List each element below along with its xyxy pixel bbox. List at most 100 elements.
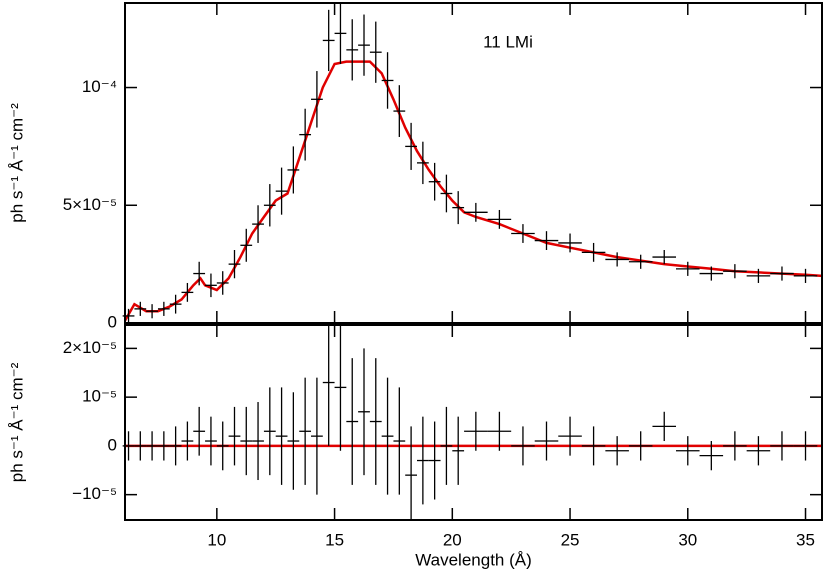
data-point [676,436,700,466]
data-point [134,431,147,461]
data-point [699,441,724,471]
data-point [358,348,370,476]
x-tick-label: 35 [796,530,815,549]
data-point [723,264,747,279]
data-point [558,233,582,253]
x-tick-label: 10 [207,530,226,549]
y-tick-label: 0 [108,312,117,331]
model-line [123,60,823,322]
data-point [770,431,794,461]
data-point [628,254,653,269]
data-point [334,3,347,64]
data-point [428,421,441,500]
y-tick-label: 10⁻⁵ [82,387,117,406]
data-point [464,411,488,451]
data-point [699,266,724,281]
data-point [393,387,406,495]
data-point [311,71,323,128]
data-point [358,14,370,76]
data-point [381,52,394,109]
data-point [157,301,170,316]
data-point [146,304,158,319]
data-point [770,266,794,281]
data-point [746,436,771,466]
data-point [793,431,818,461]
data-point [240,406,253,476]
data-point [157,431,170,461]
data-point [605,252,629,267]
y-axis-label: ph s⁻¹ Å⁻¹ cm⁻² [7,103,26,223]
y-tick-label: 5×10⁻⁵ [63,195,117,214]
data-point [746,268,771,283]
x-tick-label: 20 [443,530,462,549]
data-point [322,9,335,72]
data-point [605,436,629,466]
data-point [405,122,417,170]
data-point [428,162,441,201]
data-point [558,416,582,456]
data-point [263,387,276,476]
data-point [205,273,217,298]
data-point [181,282,194,302]
data-point [511,224,535,243]
data-point [275,167,288,215]
data-point [393,85,406,137]
data-point [216,271,229,295]
data-point [452,416,465,485]
data-point [181,421,194,461]
data-point [676,261,700,276]
data-point [369,21,382,83]
data-point [440,174,453,213]
y-tick-label: 2×10⁻⁵ [63,338,117,357]
y-tick-label: −10⁻⁵ [72,484,117,503]
data-point [275,387,288,485]
data-point [487,411,512,451]
data-point [299,377,312,485]
data-point [228,406,241,466]
data-point [311,377,323,495]
data-point [628,431,653,461]
data-point [416,141,429,185]
data-point [534,231,559,251]
data-point [252,402,264,481]
data-point [240,228,253,262]
data-point [299,108,312,161]
data-point [205,416,217,466]
data-point [405,426,417,520]
data-point [416,416,429,505]
data-point [487,209,512,229]
x-tick-label: 15 [325,530,344,549]
data-point [334,325,347,451]
data-point [193,261,206,286]
data-point [581,426,606,466]
data-point [793,268,818,283]
y-tick-label: 0 [108,435,117,454]
data-point [169,426,182,466]
data-point [581,242,606,262]
x-tick-label: 30 [678,530,697,549]
data-point [193,406,206,456]
x-axis-label: Wavelength (Å) [415,550,532,569]
plot-frame [124,324,823,521]
data-point [511,426,535,466]
data-point [381,377,394,495]
data-point [134,301,147,316]
data-point [723,431,747,461]
data-point [652,250,677,265]
data-point [464,202,488,222]
data-point [346,358,359,485]
data-point [652,411,677,442]
data-point [534,421,559,461]
data-point [216,421,229,471]
y-axis-label: ph s⁻¹ Å⁻¹ cm⁻² [7,362,26,482]
annotation: 11 LMi [483,32,533,51]
data-point [440,406,453,485]
data-point [369,358,382,485]
data-point [263,184,276,227]
data-point [228,250,241,279]
y-tick-label: 10⁻⁴ [82,77,117,96]
x-tick-label: 25 [561,530,580,549]
data-point [287,392,300,490]
